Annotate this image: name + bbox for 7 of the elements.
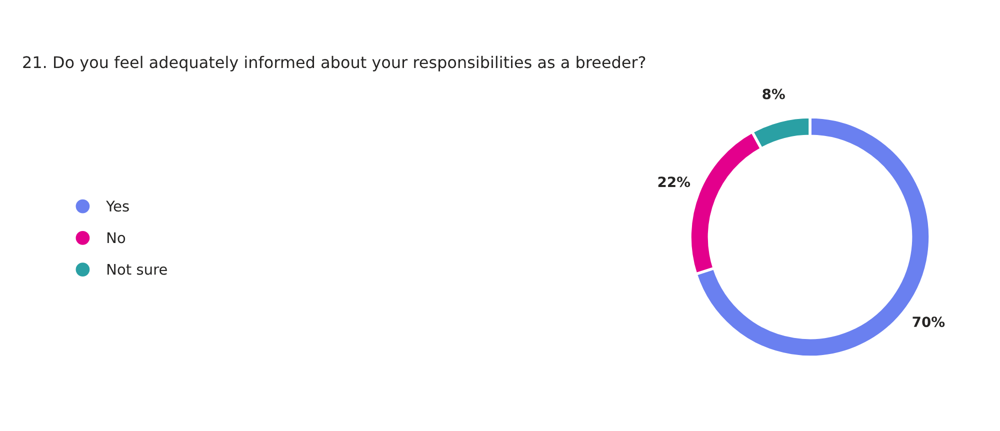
legend-label: Yes xyxy=(106,200,129,212)
data-label: 22% xyxy=(658,176,690,188)
data-label: 70% xyxy=(912,316,945,328)
data-label: 8% xyxy=(762,88,785,100)
chart-title: 21. Do you feel adequately informed about your responsibilities as a breeder? xyxy=(23,56,646,72)
legend-label: Not sure xyxy=(107,264,167,275)
legend-label: No xyxy=(107,232,126,244)
